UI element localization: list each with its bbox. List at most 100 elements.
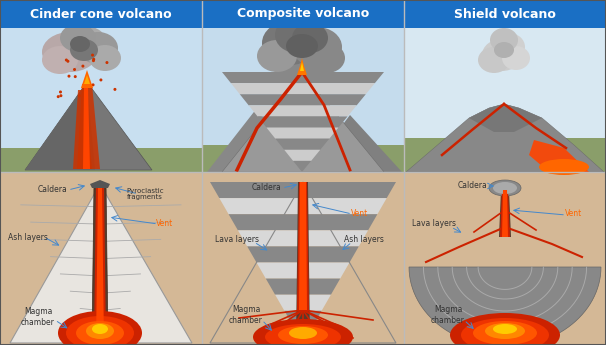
Ellipse shape bbox=[539, 159, 589, 175]
Ellipse shape bbox=[494, 42, 514, 58]
Ellipse shape bbox=[257, 40, 297, 72]
Ellipse shape bbox=[59, 94, 62, 97]
Text: Cinder cone volcano: Cinder cone volcano bbox=[30, 8, 172, 20]
Text: Pyroclastic
fragments: Pyroclastic fragments bbox=[126, 187, 164, 200]
Polygon shape bbox=[469, 104, 542, 132]
Ellipse shape bbox=[264, 24, 340, 80]
Text: Lava layers: Lava layers bbox=[412, 219, 456, 228]
Polygon shape bbox=[502, 190, 508, 237]
Polygon shape bbox=[207, 108, 292, 172]
Polygon shape bbox=[284, 311, 322, 327]
Text: Vent: Vent bbox=[351, 209, 368, 218]
Polygon shape bbox=[77, 84, 100, 169]
Polygon shape bbox=[10, 184, 192, 343]
Bar bbox=[404, 138, 606, 172]
Polygon shape bbox=[266, 279, 340, 295]
Polygon shape bbox=[275, 139, 329, 150]
Bar bbox=[0, 172, 202, 345]
Text: Magma
chamber: Magma chamber bbox=[229, 305, 263, 325]
Ellipse shape bbox=[58, 311, 142, 345]
Text: Magma
chamber: Magma chamber bbox=[21, 307, 55, 327]
Polygon shape bbox=[25, 82, 95, 170]
Polygon shape bbox=[296, 182, 310, 343]
Ellipse shape bbox=[92, 59, 95, 62]
Ellipse shape bbox=[66, 316, 134, 345]
Ellipse shape bbox=[493, 182, 517, 194]
Polygon shape bbox=[297, 182, 309, 310]
Bar bbox=[202, 145, 404, 172]
Polygon shape bbox=[256, 263, 350, 279]
Polygon shape bbox=[92, 184, 108, 343]
Ellipse shape bbox=[92, 83, 95, 86]
Polygon shape bbox=[96, 186, 104, 343]
Ellipse shape bbox=[309, 43, 345, 73]
Ellipse shape bbox=[262, 21, 318, 65]
Ellipse shape bbox=[65, 59, 68, 61]
Polygon shape bbox=[83, 86, 90, 169]
Ellipse shape bbox=[74, 75, 77, 78]
Ellipse shape bbox=[91, 53, 94, 57]
Ellipse shape bbox=[42, 32, 98, 72]
Polygon shape bbox=[219, 198, 387, 214]
Text: Vent: Vent bbox=[565, 209, 582, 218]
Ellipse shape bbox=[89, 45, 121, 71]
Polygon shape bbox=[275, 295, 331, 311]
Polygon shape bbox=[231, 83, 375, 94]
Polygon shape bbox=[307, 115, 402, 172]
Ellipse shape bbox=[73, 68, 76, 71]
Bar bbox=[404, 172, 606, 345]
Ellipse shape bbox=[461, 318, 549, 345]
Polygon shape bbox=[81, 70, 93, 88]
Polygon shape bbox=[499, 190, 511, 237]
Polygon shape bbox=[238, 230, 368, 246]
Text: Magma
chamber: Magma chamber bbox=[431, 305, 465, 325]
Ellipse shape bbox=[292, 27, 342, 67]
Ellipse shape bbox=[286, 34, 318, 58]
Polygon shape bbox=[297, 58, 307, 75]
Ellipse shape bbox=[67, 60, 70, 63]
Polygon shape bbox=[529, 140, 589, 172]
Ellipse shape bbox=[502, 46, 530, 70]
Ellipse shape bbox=[67, 75, 70, 78]
Ellipse shape bbox=[253, 319, 353, 345]
Ellipse shape bbox=[60, 24, 96, 52]
Polygon shape bbox=[90, 180, 110, 188]
Polygon shape bbox=[294, 327, 312, 343]
Ellipse shape bbox=[473, 321, 537, 345]
Ellipse shape bbox=[289, 327, 317, 339]
Ellipse shape bbox=[99, 78, 102, 81]
Polygon shape bbox=[73, 90, 92, 169]
Bar bbox=[202, 172, 404, 345]
Bar bbox=[0, 0, 202, 28]
Polygon shape bbox=[284, 150, 320, 161]
Polygon shape bbox=[94, 186, 106, 343]
Bar bbox=[202, 28, 404, 172]
Polygon shape bbox=[267, 128, 338, 139]
Polygon shape bbox=[299, 182, 307, 310]
Ellipse shape bbox=[78, 94, 81, 97]
Text: Shield volcano: Shield volcano bbox=[454, 8, 556, 20]
Ellipse shape bbox=[105, 61, 108, 64]
Ellipse shape bbox=[59, 90, 62, 93]
Ellipse shape bbox=[92, 58, 95, 61]
Polygon shape bbox=[409, 267, 601, 345]
Polygon shape bbox=[406, 104, 604, 172]
Ellipse shape bbox=[76, 321, 124, 345]
Polygon shape bbox=[84, 75, 90, 84]
Polygon shape bbox=[222, 72, 384, 172]
Text: Ash layers: Ash layers bbox=[8, 233, 48, 241]
Text: Caldera: Caldera bbox=[37, 186, 67, 195]
Polygon shape bbox=[293, 161, 311, 172]
Ellipse shape bbox=[485, 323, 525, 339]
Bar bbox=[0, 148, 202, 172]
Bar bbox=[404, 0, 606, 28]
Ellipse shape bbox=[450, 313, 560, 345]
Text: Caldera: Caldera bbox=[457, 181, 487, 190]
Ellipse shape bbox=[86, 323, 114, 339]
Ellipse shape bbox=[83, 87, 86, 90]
Text: Composite volcano: Composite volcano bbox=[237, 8, 369, 20]
Ellipse shape bbox=[482, 39, 522, 71]
Polygon shape bbox=[300, 62, 304, 71]
Polygon shape bbox=[500, 190, 510, 237]
Ellipse shape bbox=[113, 88, 116, 91]
